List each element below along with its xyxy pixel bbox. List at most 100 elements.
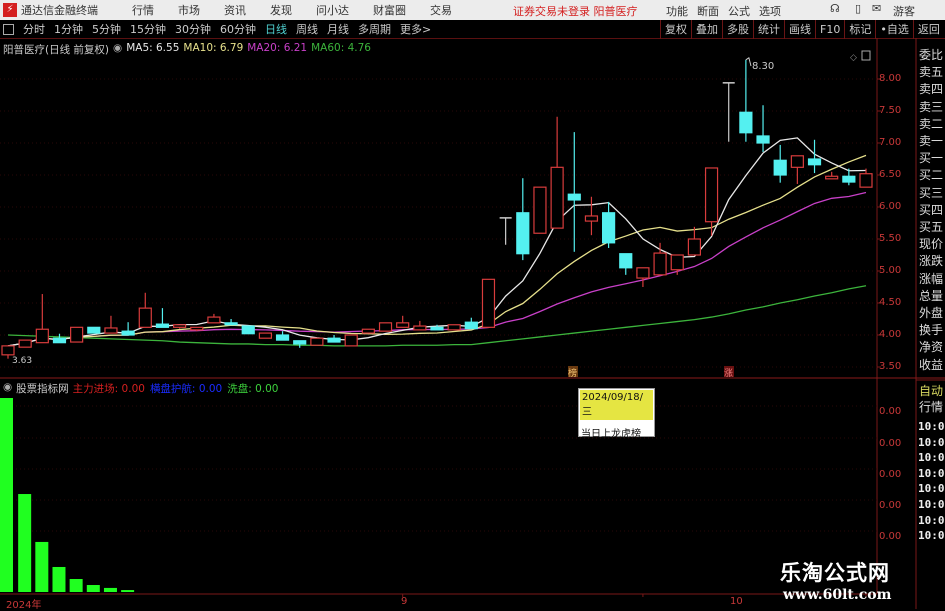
candle-up (18, 339, 32, 348)
price-tick: 4.50 (879, 297, 902, 308)
right-menu-2[interactable]: 公式 (728, 5, 750, 18)
toolbar-button-2[interactable]: 多股 (722, 20, 753, 39)
high-pointer (745, 56, 752, 67)
menu-4[interactable]: 问小达 (316, 4, 349, 17)
right-menu-3[interactable]: 选项 (759, 5, 781, 18)
tooltip-date: 2024/09/18/三 (580, 390, 653, 420)
indicator-value-2: 洗盘: 0.00 (227, 383, 279, 395)
quote-label[interactable]: 总量 (919, 288, 944, 303)
period-tab-0[interactable]: 分时 (23, 23, 45, 36)
auto-quote-label[interactable]: 行情 (919, 400, 944, 414)
quote-label[interactable]: 卖三 (919, 99, 944, 114)
candle-up (173, 324, 187, 328)
menu-5[interactable]: 财富圈 (373, 4, 406, 17)
tick-time: 10:08 (918, 466, 945, 480)
period-tab-6[interactable]: 日线 (265, 23, 287, 36)
quote-label[interactable]: 外盘 (919, 306, 944, 320)
right-menu-1[interactable]: 断面 (697, 5, 719, 18)
candle-down (224, 322, 238, 326)
quote-label[interactable]: 委比 (919, 48, 944, 62)
quote-label[interactable]: 涨幅 (919, 271, 944, 286)
indicator-tick: 0.00 (879, 438, 902, 449)
indicator-value-1: 横盘护航: 0.00 (149, 383, 223, 395)
quote-label[interactable]: 买三 (919, 185, 944, 200)
toolbar-button-6[interactable]: 标记 (844, 20, 875, 39)
price-tick: 4.00 (879, 329, 902, 340)
candle-down (739, 111, 753, 134)
phone-icon[interactable]: ▯ (855, 2, 862, 15)
quote-label[interactable]: 买四 (919, 202, 944, 217)
ma10-value: MA10: 6.79 (183, 42, 244, 54)
indicator-bar (35, 541, 49, 592)
title-bar: ⚡ 通达信金融终端 行情 市场 资讯 发现 问小达 财富圈 交易 证券交易未登录 阳普医疗 … (0, 0, 945, 20)
period-tab-3[interactable]: 15分钟 (130, 23, 166, 36)
toolbar-button-5[interactable]: F10 (815, 20, 844, 39)
period-tab-9[interactable]: 多周期 (358, 23, 391, 36)
period-tab-10[interactable]: 更多> (400, 23, 432, 36)
quote-label[interactable]: 卖四 (919, 82, 944, 97)
quote-label[interactable]: 买二 (919, 168, 944, 183)
candle-down (773, 159, 787, 176)
menu-0[interactable]: 行情 (132, 4, 154, 17)
period-tab-7[interactable]: 周线 (296, 23, 318, 36)
toolbar-button-1[interactable]: 叠加 (691, 20, 722, 39)
ma60-line (7, 285, 867, 347)
watermark-name: 乐淘公式网 (780, 560, 890, 585)
menu-6[interactable]: 交易 (430, 4, 452, 17)
window-toggle-icon[interactable] (3, 23, 14, 35)
price-tick: 7.50 (879, 105, 902, 116)
candle-up (70, 326, 84, 343)
period-tab-2[interactable]: 5分钟 (92, 23, 121, 36)
quote-label[interactable]: 卖一 (919, 134, 944, 148)
candle-up (790, 155, 804, 168)
quote-label[interactable]: 换手 (919, 323, 944, 338)
limit-up-marker (724, 366, 734, 377)
period-toolbar: 分时 1分钟 5分钟 15分钟 30分钟 60分钟 日线 周线 月线 多周期 更多> 复权 叠加 多股统… (0, 20, 945, 39)
auto-quote-label[interactable]: 自动 (919, 384, 944, 398)
message-icon[interactable]: ✉ (872, 2, 882, 15)
candle-up (704, 167, 719, 223)
period-tab-5[interactable]: 60分钟 (220, 23, 256, 36)
quote-label[interactable]: 买一 (919, 151, 944, 166)
menu-1[interactable]: 市场 (178, 4, 200, 17)
indicator-header: ◉ 股票指标网 主力进场: 0.00 横盘护航: 0.00 洗盘: 0.00 (3, 381, 278, 396)
toolbar-button-8[interactable]: 返回 (912, 20, 944, 39)
candle-down (87, 326, 101, 334)
quote-label[interactable]: 卖二 (919, 116, 944, 131)
period-tab-4[interactable]: 30分钟 (175, 23, 211, 36)
stock-name: 阳普医疗(日线 前复权) (3, 44, 110, 56)
toolbar-button-4[interactable]: 画线 (784, 20, 815, 39)
x-label-year: 2024年 (6, 600, 42, 611)
tick-time: 10:08 (918, 482, 945, 496)
quote-label[interactable]: 买五 (919, 220, 944, 234)
panel-toggle-icon (861, 50, 871, 61)
headset-icon[interactable]: ☊ (830, 2, 840, 15)
indicator-settings-icon[interactable]: ◉ (3, 381, 13, 393)
indicator-tick: 0.00 (879, 500, 902, 511)
tooltip-text: 当日上龙虎榜 (581, 429, 641, 440)
guest-user[interactable]: 游客 (893, 5, 915, 18)
quote-label[interactable]: 卖五 (919, 65, 944, 80)
menu-3[interactable]: 发现 (270, 4, 292, 17)
watermark-url: www.60lt.com (783, 587, 892, 603)
price-tick: 7.00 (879, 137, 902, 148)
toolbar-button-7[interactable]: •自选 (875, 20, 913, 39)
menu-2[interactable]: 资讯 (224, 4, 246, 17)
toolbar-button-3[interactable]: 统计 (753, 20, 784, 39)
indicator-value-0: 主力进场: 0.00 (72, 383, 145, 395)
settings-circle-icon[interactable]: ◉ (113, 42, 123, 54)
candle-down (619, 253, 633, 269)
period-tab-1[interactable]: 1分钟 (54, 23, 83, 36)
right-menu-0[interactable]: 功能 (666, 5, 688, 18)
toolbar-button-0[interactable]: 复权 (660, 20, 691, 39)
candle-down (516, 212, 530, 255)
quote-label[interactable]: 净资 (919, 340, 944, 355)
tick-time: 10:07 (918, 529, 945, 543)
candle-up (670, 254, 684, 271)
quote-label[interactable]: 涨跌 (919, 254, 944, 269)
quote-label[interactable]: 收益 (919, 357, 944, 372)
quote-label[interactable]: 现价 (919, 237, 944, 252)
period-tab-8[interactable]: 月线 (327, 23, 349, 36)
login-status[interactable]: 证券交易未登录 阳普医疗 (513, 5, 638, 18)
